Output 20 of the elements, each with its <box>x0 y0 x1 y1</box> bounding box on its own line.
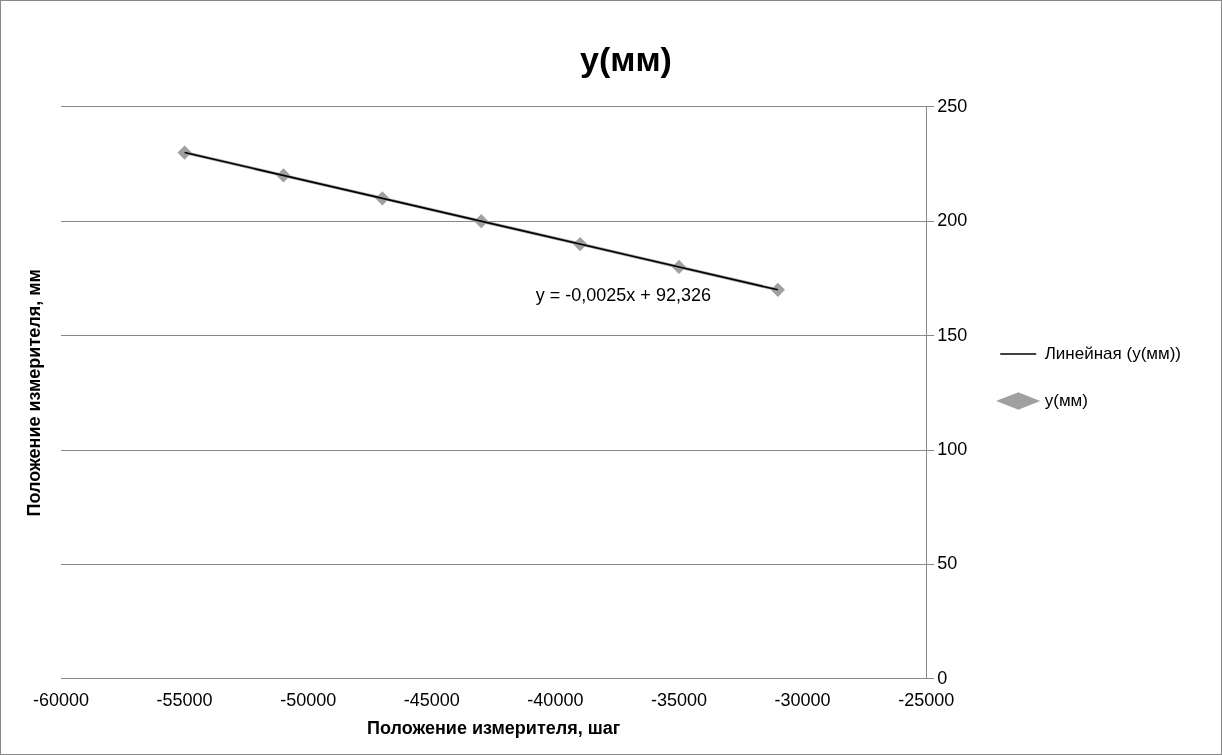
x-tick-label: -50000 <box>280 689 337 710</box>
legend-label: Линейная (y(мм)) <box>1044 343 1182 363</box>
x-tick-label: -25000 <box>898 689 955 710</box>
legend-label: y(мм) <box>1044 390 1088 410</box>
x-tick-label: -55000 <box>156 689 213 710</box>
y-tick-label: 150 <box>937 324 968 345</box>
x-axis-title: Положение измерителя, шаг <box>367 718 621 739</box>
x-tick-label: -60000 <box>32 689 90 710</box>
annotation: y = -0,0025x + 92,326 <box>535 284 711 305</box>
x-tick-label: -45000 <box>403 689 460 710</box>
chart-title: y(мм) <box>580 39 672 78</box>
x-tick-label: -35000 <box>650 689 708 710</box>
y-tick-label: 50 <box>937 553 958 574</box>
x-tick-label: -40000 <box>527 689 584 710</box>
y-tick-label: 250 <box>937 95 968 116</box>
y-tick-label: 200 <box>937 210 968 231</box>
y-axis-title: Положение измерителя, мм <box>23 269 44 517</box>
y-tick-label: 0 <box>937 667 948 688</box>
x-tick-label: -30000 <box>774 689 831 710</box>
y-tick-label: 100 <box>937 438 968 459</box>
